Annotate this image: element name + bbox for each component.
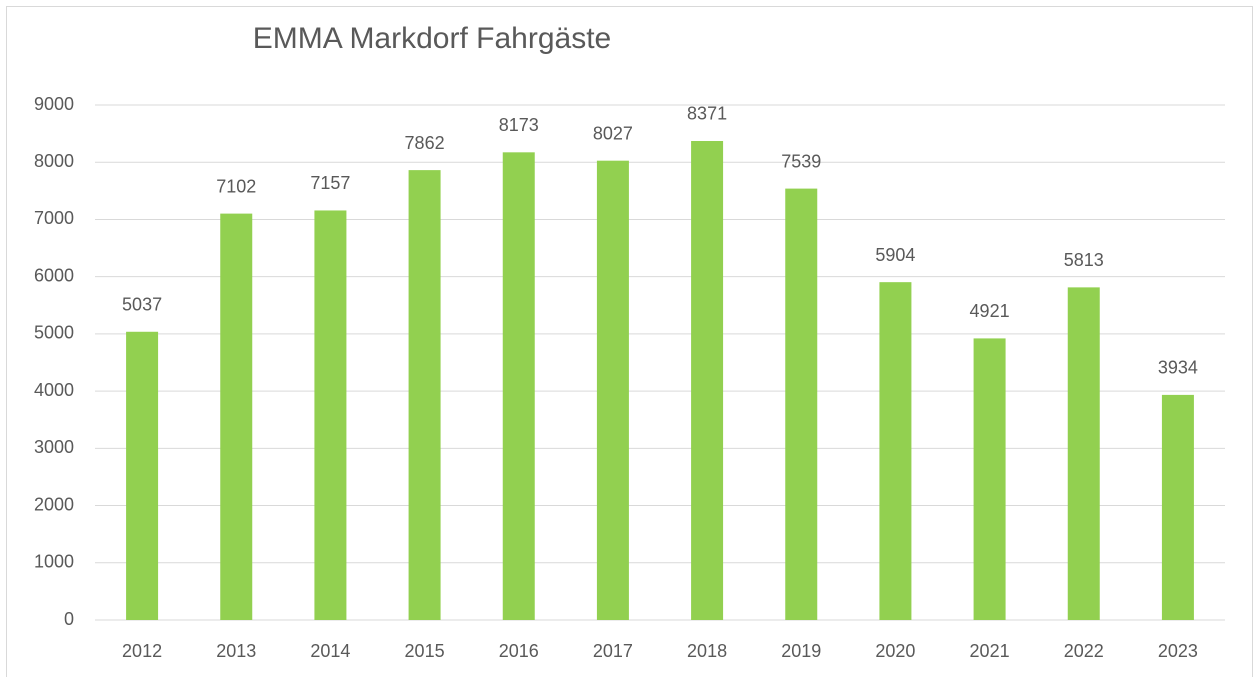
- x-tick-label: 2023: [1158, 641, 1198, 661]
- x-tick-label: 2012: [122, 641, 162, 661]
- data-label: 7102: [216, 176, 256, 196]
- x-tick-label: 2015: [405, 641, 445, 661]
- y-tick-label: 2000: [34, 494, 74, 514]
- x-tick-label: 2021: [970, 641, 1010, 661]
- y-tick-label: 6000: [34, 265, 74, 285]
- bar: [220, 213, 253, 620]
- data-label: 8027: [593, 123, 633, 143]
- bar: [785, 188, 818, 620]
- data-label: 4921: [970, 301, 1010, 321]
- x-tick-label: 2020: [875, 641, 915, 661]
- x-tick-label: 2013: [216, 641, 256, 661]
- y-tick-label: 8000: [34, 151, 74, 171]
- bar: [408, 170, 441, 620]
- y-tick-label: 4000: [34, 380, 74, 400]
- data-label: 8371: [687, 104, 727, 124]
- bar: [596, 160, 629, 620]
- y-tick-label: 5000: [34, 323, 74, 343]
- data-label: 7862: [405, 133, 445, 153]
- x-tick-label: 2019: [781, 641, 821, 661]
- data-label: 7157: [310, 173, 350, 193]
- bar: [691, 140, 724, 620]
- y-tick-label: 7000: [34, 208, 74, 228]
- bar: [1161, 394, 1194, 620]
- bar: [314, 210, 347, 620]
- data-label: 8173: [499, 115, 539, 135]
- bar: [879, 282, 912, 620]
- x-tick-label: 2022: [1064, 641, 1104, 661]
- y-tick-label: 1000: [34, 552, 74, 572]
- chart-title: EMMA Markdorf Fahrgäste: [253, 22, 611, 55]
- data-label: 5037: [122, 295, 162, 315]
- x-tick-label: 2017: [593, 641, 633, 661]
- data-label: 5904: [875, 245, 915, 265]
- y-tick-label: 9000: [34, 94, 74, 114]
- data-label: 5813: [1064, 250, 1104, 270]
- y-tick-label: 0: [64, 609, 74, 629]
- x-tick-label: 2018: [687, 641, 727, 661]
- data-label: 7539: [781, 151, 821, 171]
- bar: [126, 331, 159, 620]
- x-tick-label: 2016: [499, 641, 539, 661]
- y-tick-label: 3000: [34, 437, 74, 457]
- data-label: 3934: [1158, 358, 1198, 378]
- bar: [973, 338, 1006, 620]
- chart-border: [6, 6, 1253, 677]
- bar: [502, 152, 535, 620]
- x-tick-label: 2014: [310, 641, 350, 661]
- bar: [1067, 287, 1100, 620]
